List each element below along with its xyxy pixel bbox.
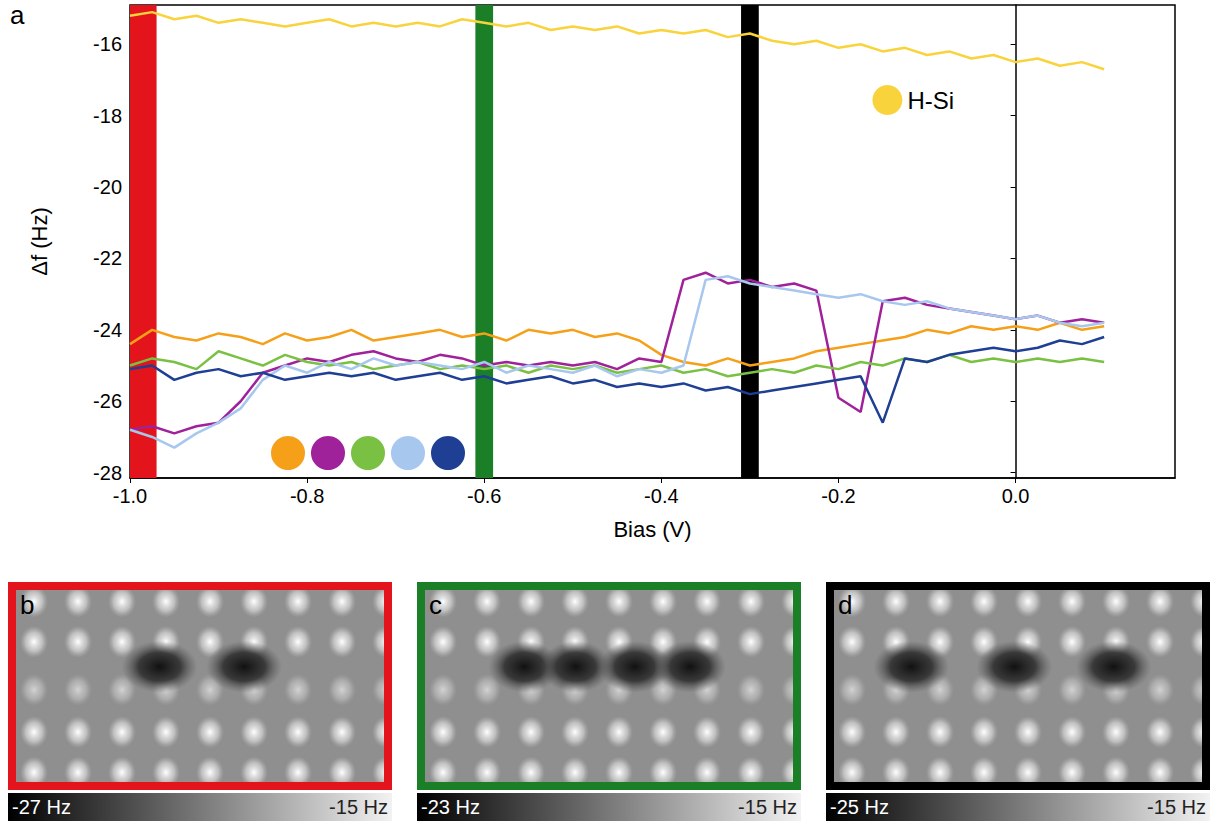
svg-text:H-Si: H-Si: [907, 87, 954, 114]
svg-text:Δf (Hz): Δf (Hz): [27, 207, 52, 275]
svg-text:a: a: [10, 0, 25, 30]
svg-text:c: c: [429, 590, 442, 620]
svg-text:-0.4: -0.4: [644, 485, 678, 507]
svg-text:-18: -18: [93, 105, 122, 127]
svg-text:-20: -20: [93, 176, 122, 198]
svg-text:-15 Hz: -15 Hz: [329, 796, 388, 818]
svg-text:-0.2: -0.2: [821, 485, 855, 507]
svg-text:Bias (V): Bias (V): [613, 517, 691, 542]
svg-text:-26: -26: [93, 390, 122, 412]
svg-text:-22: -22: [93, 247, 122, 269]
svg-text:-15 Hz: -15 Hz: [1147, 796, 1206, 818]
svg-text:-0.6: -0.6: [467, 485, 501, 507]
svg-text:-15 Hz: -15 Hz: [738, 796, 797, 818]
svg-text:-1.0: -1.0: [113, 485, 147, 507]
svg-text:-28: -28: [93, 462, 122, 484]
svg-text:0.0: 0.0: [1002, 485, 1030, 507]
svg-text:-0.8: -0.8: [290, 485, 324, 507]
svg-text:-24: -24: [93, 319, 122, 341]
svg-text:-16: -16: [93, 33, 122, 55]
svg-text:-27 Hz: -27 Hz: [12, 796, 71, 818]
svg-text:d: d: [838, 590, 852, 620]
svg-text:-23 Hz: -23 Hz: [421, 796, 480, 818]
svg-text:b: b: [20, 590, 34, 620]
svg-text:-25 Hz: -25 Hz: [830, 796, 889, 818]
